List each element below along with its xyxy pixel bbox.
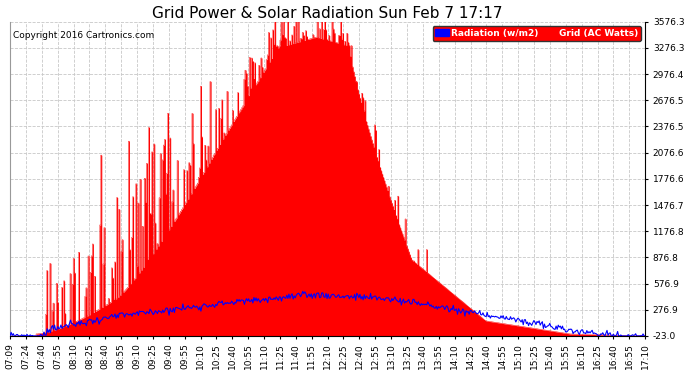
Text: Copyright 2016 Cartronics.com: Copyright 2016 Cartronics.com (13, 31, 155, 40)
Title: Grid Power & Solar Radiation Sun Feb 7 17:17: Grid Power & Solar Radiation Sun Feb 7 1… (152, 6, 503, 21)
Legend: Radiation (w/m2), Grid (AC Watts): Radiation (w/m2), Grid (AC Watts) (433, 26, 641, 40)
